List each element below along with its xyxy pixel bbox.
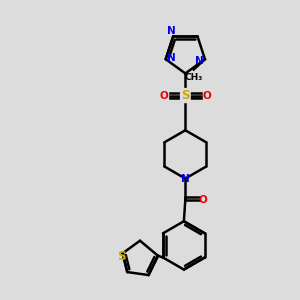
Text: O: O [199,195,207,205]
Text: S: S [181,89,190,102]
Text: N: N [167,53,176,63]
Text: CH₃: CH₃ [184,73,203,82]
Text: O: O [203,91,212,100]
Text: S: S [117,250,125,263]
Text: N: N [167,26,176,36]
Text: O: O [159,91,168,100]
Text: N: N [181,174,190,184]
Text: N: N [195,56,204,66]
